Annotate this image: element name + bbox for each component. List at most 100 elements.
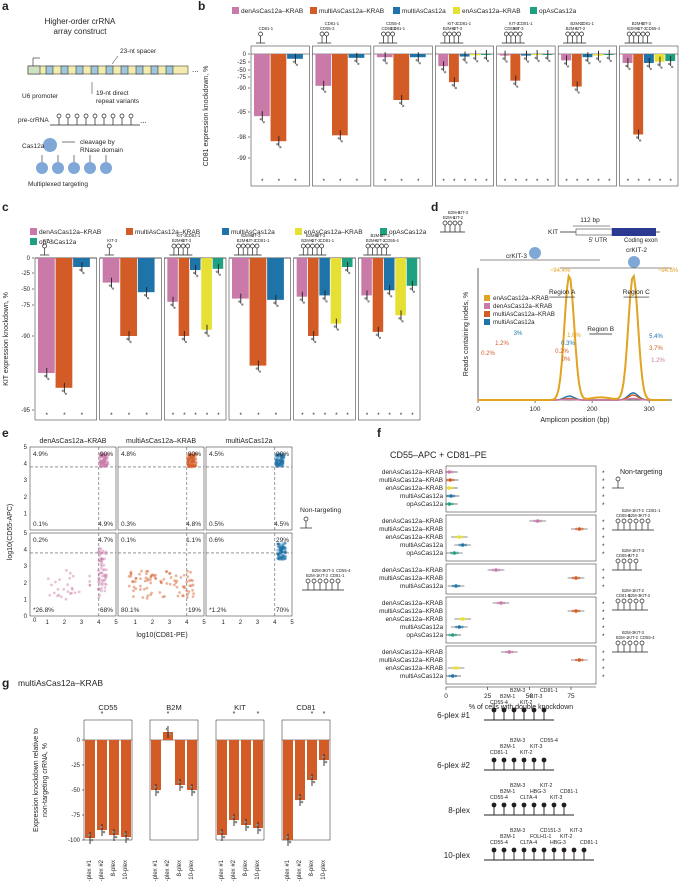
- data-point: [444, 470, 448, 474]
- cell-dot: [97, 587, 101, 591]
- array-guide-label: CD55-3: [320, 26, 335, 31]
- guide-label: KIT-3: [530, 744, 543, 750]
- cell-dot: [191, 457, 195, 460]
- cell-dot: [276, 557, 280, 561]
- cell-dot: [277, 463, 281, 466]
- data-point: [574, 527, 578, 531]
- dot-block-frame: [445, 645, 597, 685]
- bar-den: [254, 54, 270, 117]
- cell-dot: [101, 458, 105, 462]
- cell-dot: [106, 463, 110, 466]
- significance-star: *: [257, 412, 260, 419]
- cell-dot: [280, 547, 283, 551]
- array-guide-label: CD81-1: [518, 21, 533, 26]
- panel-letter-g: g: [2, 676, 9, 690]
- data-point: [571, 576, 575, 580]
- legend-swatch: [530, 7, 537, 14]
- cell-dot: [100, 561, 104, 565]
- cell-dot: [149, 576, 153, 579]
- replicate-dot: [336, 328, 340, 331]
- cell-dot: [276, 552, 279, 556]
- hairpin-loop: [645, 31, 650, 37]
- hairpin-loop: [303, 516, 309, 522]
- cell-dot: [101, 453, 104, 456]
- guide-label: CD55-4: [540, 738, 558, 744]
- cell-dot: [192, 457, 196, 461]
- legend-label: multiAsCas12a: [402, 8, 446, 15]
- array-guide-label: CD81-1: [186, 233, 201, 238]
- y-tick-label: -95: [237, 110, 246, 116]
- replicate-dot: [102, 830, 106, 834]
- cell-dot: [97, 577, 101, 581]
- panel-e: denAsCas12a–KRAB multiAsCas12a–KRAB multiA…: [7, 438, 351, 639]
- guide-label: CD81-1: [560, 789, 578, 795]
- array-guide-label: B2M-3: [306, 233, 319, 238]
- cell-dot: [277, 552, 281, 556]
- direct-repeat-box: [150, 65, 159, 75]
- guide-label: CD151-3: [540, 828, 561, 834]
- cas12a-complex-icon: [84, 162, 96, 174]
- replicate-dot: [526, 60, 530, 63]
- significance-star: *: [311, 711, 314, 718]
- quadrant-label: 0.1%: [33, 521, 48, 528]
- non-targeting-label: Non-targeting: [300, 507, 341, 514]
- significance-star: *: [301, 412, 304, 419]
- quadrant-label: 90%: [100, 451, 113, 458]
- y-tick-label: 0: [24, 614, 28, 620]
- group-frame: [250, 45, 310, 187]
- array-guide-label: KIT-3: [641, 21, 652, 26]
- cell-dot: [144, 572, 148, 575]
- cell-dot: [190, 465, 194, 469]
- hairpin-loop: [447, 31, 452, 37]
- cell-dot: [104, 461, 107, 465]
- significance-star: *: [504, 178, 507, 185]
- data-point: [535, 519, 540, 523]
- guide-label: B2M-1: [500, 789, 515, 795]
- cell-dot: [278, 460, 282, 464]
- significance-star: *: [261, 178, 264, 185]
- cell-dot: [279, 556, 283, 560]
- cell-dot: [62, 587, 66, 591]
- array-guide-label: KIT-2: [634, 588, 645, 593]
- replicate-dot: [364, 297, 367, 300]
- hairpin-loop: [390, 31, 396, 37]
- guide-label: B2M-1: [500, 834, 515, 840]
- array-guide-label: KIT-3: [452, 26, 463, 31]
- hairpin-loop: [442, 220, 448, 226]
- array-guide-label: KIT-3: [575, 26, 586, 31]
- cas12a-label: Cas12a: [22, 143, 45, 150]
- cas12a-complex-icon: [100, 162, 112, 174]
- y-tick-label: 4: [24, 462, 28, 468]
- array-guide-label: KIT-3: [324, 568, 335, 573]
- hairpin-loop: [574, 31, 580, 37]
- x-tick-label: 75: [567, 693, 575, 700]
- cell-dot: [129, 574, 133, 578]
- cell-dot: [100, 557, 104, 561]
- replicate-dot: [297, 795, 301, 799]
- replicate-dot: [173, 306, 176, 309]
- data-point: [460, 625, 464, 629]
- cell-dot: [281, 548, 285, 551]
- cell-dot: [185, 589, 189, 593]
- data-point: [458, 617, 462, 621]
- replicate-dot: [288, 840, 292, 844]
- cell-dot: [102, 458, 105, 462]
- cell-dot: [174, 574, 178, 578]
- cell-dot: [186, 460, 190, 464]
- x-tick-label: 4: [185, 620, 189, 626]
- cell-dot: [66, 583, 70, 587]
- cell-dot: [102, 452, 106, 456]
- data-point: [454, 584, 458, 588]
- y-tick-label: 3: [24, 478, 28, 484]
- replicate-dot: [168, 732, 172, 736]
- replicate-dot: [87, 833, 91, 837]
- cell-dot: [173, 579, 176, 583]
- hairpin-loop: [639, 640, 645, 646]
- cell-dot: [186, 592, 190, 596]
- cell-dot: [103, 575, 107, 578]
- cell-dot: [188, 452, 192, 456]
- hairpin-loop: [640, 31, 646, 37]
- row-label: denAsCas12a–KRAB: [382, 567, 443, 574]
- cell-dot: [58, 578, 61, 582]
